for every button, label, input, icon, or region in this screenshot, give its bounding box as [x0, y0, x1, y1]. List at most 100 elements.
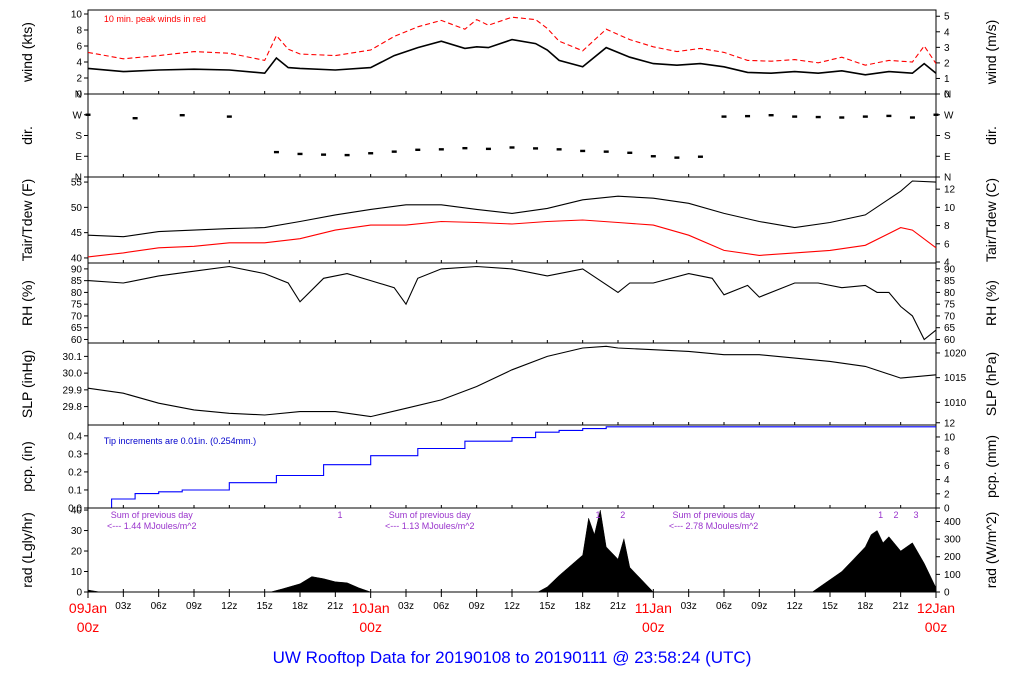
tick-label-right-rad: 100 [944, 570, 961, 581]
y-axis-label-right-pcp: pcp. (mm) [983, 435, 999, 498]
x-tick-label: 06z [433, 601, 449, 612]
x-tick-label: 03z [681, 601, 697, 612]
tick-label-right-pcp: 2 [944, 489, 950, 500]
x-tick-label: 18z [292, 601, 308, 612]
dir-point [603, 150, 609, 153]
y-axis-label-rad: rad (Lgly/hr) [19, 512, 35, 587]
x-tick-label: 21z [610, 601, 626, 612]
tick-label-right-pcp: 0 [944, 504, 950, 515]
tick-label-right-wind: 0 [944, 90, 950, 101]
dir-point [862, 115, 868, 118]
tick-label-left-rad: 0 [76, 588, 82, 599]
tick-label-right-wind: 4 [944, 27, 950, 38]
dir-point [485, 147, 491, 151]
dir-point [721, 115, 727, 118]
x-day-label: 11Jan [635, 600, 672, 616]
precip-annotation: Tip increments are 0.01in. (0.254mm.) [104, 436, 256, 446]
x-day-label: 09Jan [69, 600, 107, 616]
panel-frame-rh [87, 262, 937, 344]
dir-point [792, 115, 798, 118]
tick-label-left-rh: 80 [71, 288, 83, 299]
tick-label-left-wind: 0 [76, 90, 82, 101]
tick-label-left-dir: S [75, 131, 82, 142]
tick-label-left-temp: 40 [71, 253, 83, 264]
wind-annotation: 10 min. peak winds in red [104, 14, 206, 24]
radiation-peak-marker: 3 [913, 510, 918, 520]
tick-label-right-pcp: 6 [944, 461, 950, 472]
tick-label-left-rh: 70 [71, 311, 83, 322]
peak-wind-line [87, 16, 937, 66]
x-tick-label: 15z [539, 601, 555, 612]
dir-point [933, 113, 939, 116]
tick-label-right-rh: 65 [944, 323, 956, 334]
y-axis-label-pcp: pcp. (in) [19, 441, 35, 492]
tick-label-right-slp: 1020 [944, 348, 967, 359]
x-tick-label: 12z [504, 601, 520, 612]
tick-label-right-temp: 12 [944, 185, 956, 196]
dir-point [650, 155, 656, 158]
dir-point [438, 148, 444, 151]
y-axis-label-wind: wind (kts) [19, 22, 35, 83]
tick-label-left-rh: 60 [71, 335, 83, 346]
radiation-area [87, 509, 937, 593]
dir-point [509, 146, 515, 149]
x-tick-label: 15z [257, 601, 273, 612]
tick-label-left-slp: 29.8 [63, 402, 83, 413]
radiation-peak-marker: 1 [878, 510, 883, 520]
radiation-peak-marker: 1 [338, 510, 343, 520]
panel-frame-temp [87, 176, 937, 264]
tick-label-right-wind: 2 [944, 58, 950, 69]
tick-label-right-rh: 90 [944, 264, 956, 275]
tick-label-left-dir: N [75, 173, 82, 184]
tick-label-left-slp: 30.0 [63, 369, 83, 380]
tick-label-right-pcp: 4 [944, 475, 950, 486]
tick-label-left-dir: W [73, 110, 83, 121]
tick-label-right-pcp: 8 [944, 447, 950, 458]
tick-label-left-pcp: 0.0 [68, 504, 82, 515]
x-day-hour-label: 00z [925, 619, 948, 635]
radiation-sum-title: Sum of previous day [389, 510, 472, 520]
tick-label-right-rh: 85 [944, 276, 956, 287]
dir-point [462, 146, 468, 150]
dir-point [179, 114, 185, 117]
y-axis-label-dir: dir. [19, 126, 35, 145]
slp-line [87, 345, 937, 418]
dir-point [391, 150, 397, 153]
tick-label-left-rh: 85 [71, 276, 83, 287]
radiation-peak-marker: 2 [620, 510, 625, 520]
radiation-sum-title: Sum of previous day [673, 510, 756, 520]
tick-label-right-dir: N [944, 90, 951, 101]
tick-label-left-rh: 65 [71, 323, 83, 334]
x-tick-label: 12z [221, 601, 237, 612]
tick-label-right-wind: 1 [944, 74, 950, 85]
x-day-hour-label: 00z [77, 619, 100, 635]
dir-point [815, 115, 821, 119]
tick-label-left-pcp: 0.4 [68, 431, 82, 442]
y-axis-label-right-dir: dir. [983, 126, 999, 145]
tick-label-left-temp: 45 [71, 228, 83, 239]
tick-label-left-rh: 75 [71, 300, 83, 311]
y-axis-label-right-wind: wind (m/s) [983, 20, 999, 86]
dir-point [674, 156, 680, 159]
tick-label-right-rh: 80 [944, 288, 956, 299]
tick-label-left-dir: E [75, 152, 82, 163]
tick-label-right-slp: 1015 [944, 373, 967, 384]
x-tick-label: 21z [327, 601, 343, 612]
tick-label-right-slp: 1010 [944, 398, 967, 409]
tick-label-left-pcp: 0.2 [68, 467, 82, 478]
tick-label-left-wind: 4 [76, 58, 82, 69]
y-axis-label-right-slp: SLP (hPa) [983, 352, 999, 416]
dir-point [273, 150, 279, 154]
tick-label-left-temp: 55 [71, 178, 83, 189]
tick-label-right-rh: 70 [944, 311, 956, 322]
y-axis-label-right-temp: Tair/Tdew (C) [983, 178, 999, 262]
tick-label-right-rad: 400 [944, 517, 961, 528]
tick-label-left-rad: 20 [71, 547, 83, 558]
panel-frame-rad [87, 507, 937, 593]
footer-title: UW Rooftop Data for 20190108 to 20190111… [272, 648, 752, 667]
y-axis-label-right-rad: rad (W/m^2) [983, 512, 999, 589]
x-tick-label: 18z [575, 601, 591, 612]
dir-point [745, 114, 751, 118]
